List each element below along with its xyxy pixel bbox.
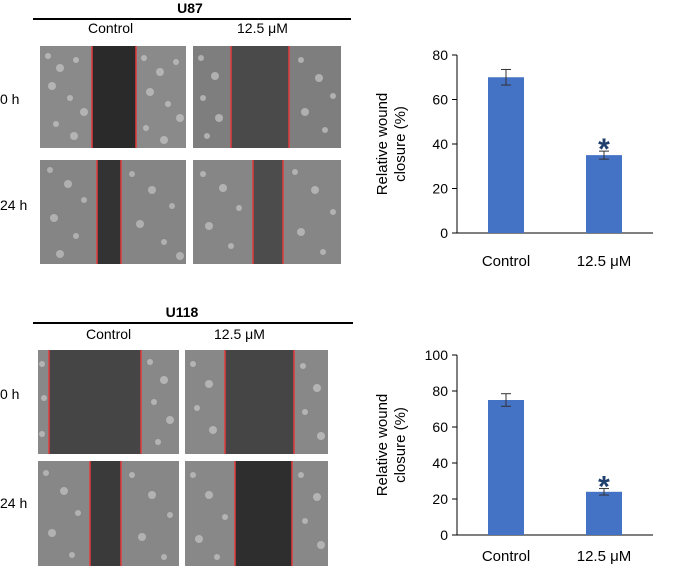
u87-row-0h: 0 h [0,91,20,107]
u87-micrograph-treated-0h [193,46,341,148]
y-axis-title: Relative woundclosure (%) [374,93,409,196]
u87-row-24h: 24 h [0,197,28,213]
bar-chart-u87-svg: 0 20 40 60 80 Relative woundclosure (%) Contro… [374,47,653,270]
y-tick-label: 20 [432,491,448,507]
bar-chart-u118: 0 20 40 60 80 100 Relative woundclosure (%) Con… [360,342,680,571]
u118-micrograph-treated-0h [185,350,328,454]
bar-chart-u87: 0 20 40 60 80 Relative woundclosure (%) Contro… [360,40,680,280]
u87-treated-label: 12.5 μM [237,20,288,36]
u87-control-0h-image [40,46,186,148]
u118-rule [33,322,353,324]
u118-treated-label: 12.5 μM [214,326,265,342]
y-axis-title: Relative woundclosure (%) [374,394,409,497]
y-tick-label: 60 [432,419,448,435]
u118-title: U118 [165,304,199,320]
bar [586,155,622,233]
y-axis-title-line: Relative wound [374,93,391,196]
y-axis-title-line: closure (%) [392,407,409,483]
significance-asterisk: * [598,471,610,504]
y-tick-label: 20 [432,181,448,197]
y-tick-label: 0 [440,225,448,241]
u118-row-0h: 0 h [0,386,20,402]
u87-micrograph-control-24h [40,160,186,264]
bar [488,77,524,233]
y-tick-label: 80 [432,47,448,63]
y-tick-label: 100 [425,347,449,363]
u87-micrograph-control-0h [40,46,186,148]
u87-treated-0h-image [193,46,341,148]
y-tick-label: 40 [432,136,448,152]
y-tick-label: 60 [432,92,448,108]
u118-row-24h: 24 h [0,495,28,511]
u87-control-label: Control [88,20,134,36]
u118-micrograph-control-0h [38,350,179,454]
x-category-label: Control [482,253,530,270]
u118-control-0h-image [38,350,179,454]
significance-asterisk: * [598,133,610,166]
bar-chart-u118-svg: 0 20 40 60 80 100 Relative woundclosure (%) Con… [374,347,653,565]
x-category-label: 12.5 μM [577,253,632,270]
y-axis-title-line: closure (%) [392,106,409,182]
y-tick-label: 0 [440,527,448,543]
u118-treated-0h-image [185,350,328,454]
u118-micrograph-treated-24h [185,461,328,566]
y-tick-label: 80 [432,383,448,399]
u118-control-label: Control [86,326,132,342]
bar [586,491,622,535]
u118-control-24h-image [38,461,179,566]
y-axis-title-line: Relative wound [374,394,391,497]
u87-control-24h-image [40,160,186,264]
u87-micrograph-treated-24h [193,160,341,264]
bar [488,400,524,535]
u87-rule [33,18,351,20]
u87-title: U87 [177,0,203,16]
u87-treated-24h-image [193,160,341,264]
x-category-label: 12.5 μM [577,548,632,565]
u118-micrograph-control-24h [38,461,179,566]
y-tick-label: 40 [432,455,448,471]
u118-treated-24h-image [185,461,328,566]
x-category-label: Control [482,548,530,565]
